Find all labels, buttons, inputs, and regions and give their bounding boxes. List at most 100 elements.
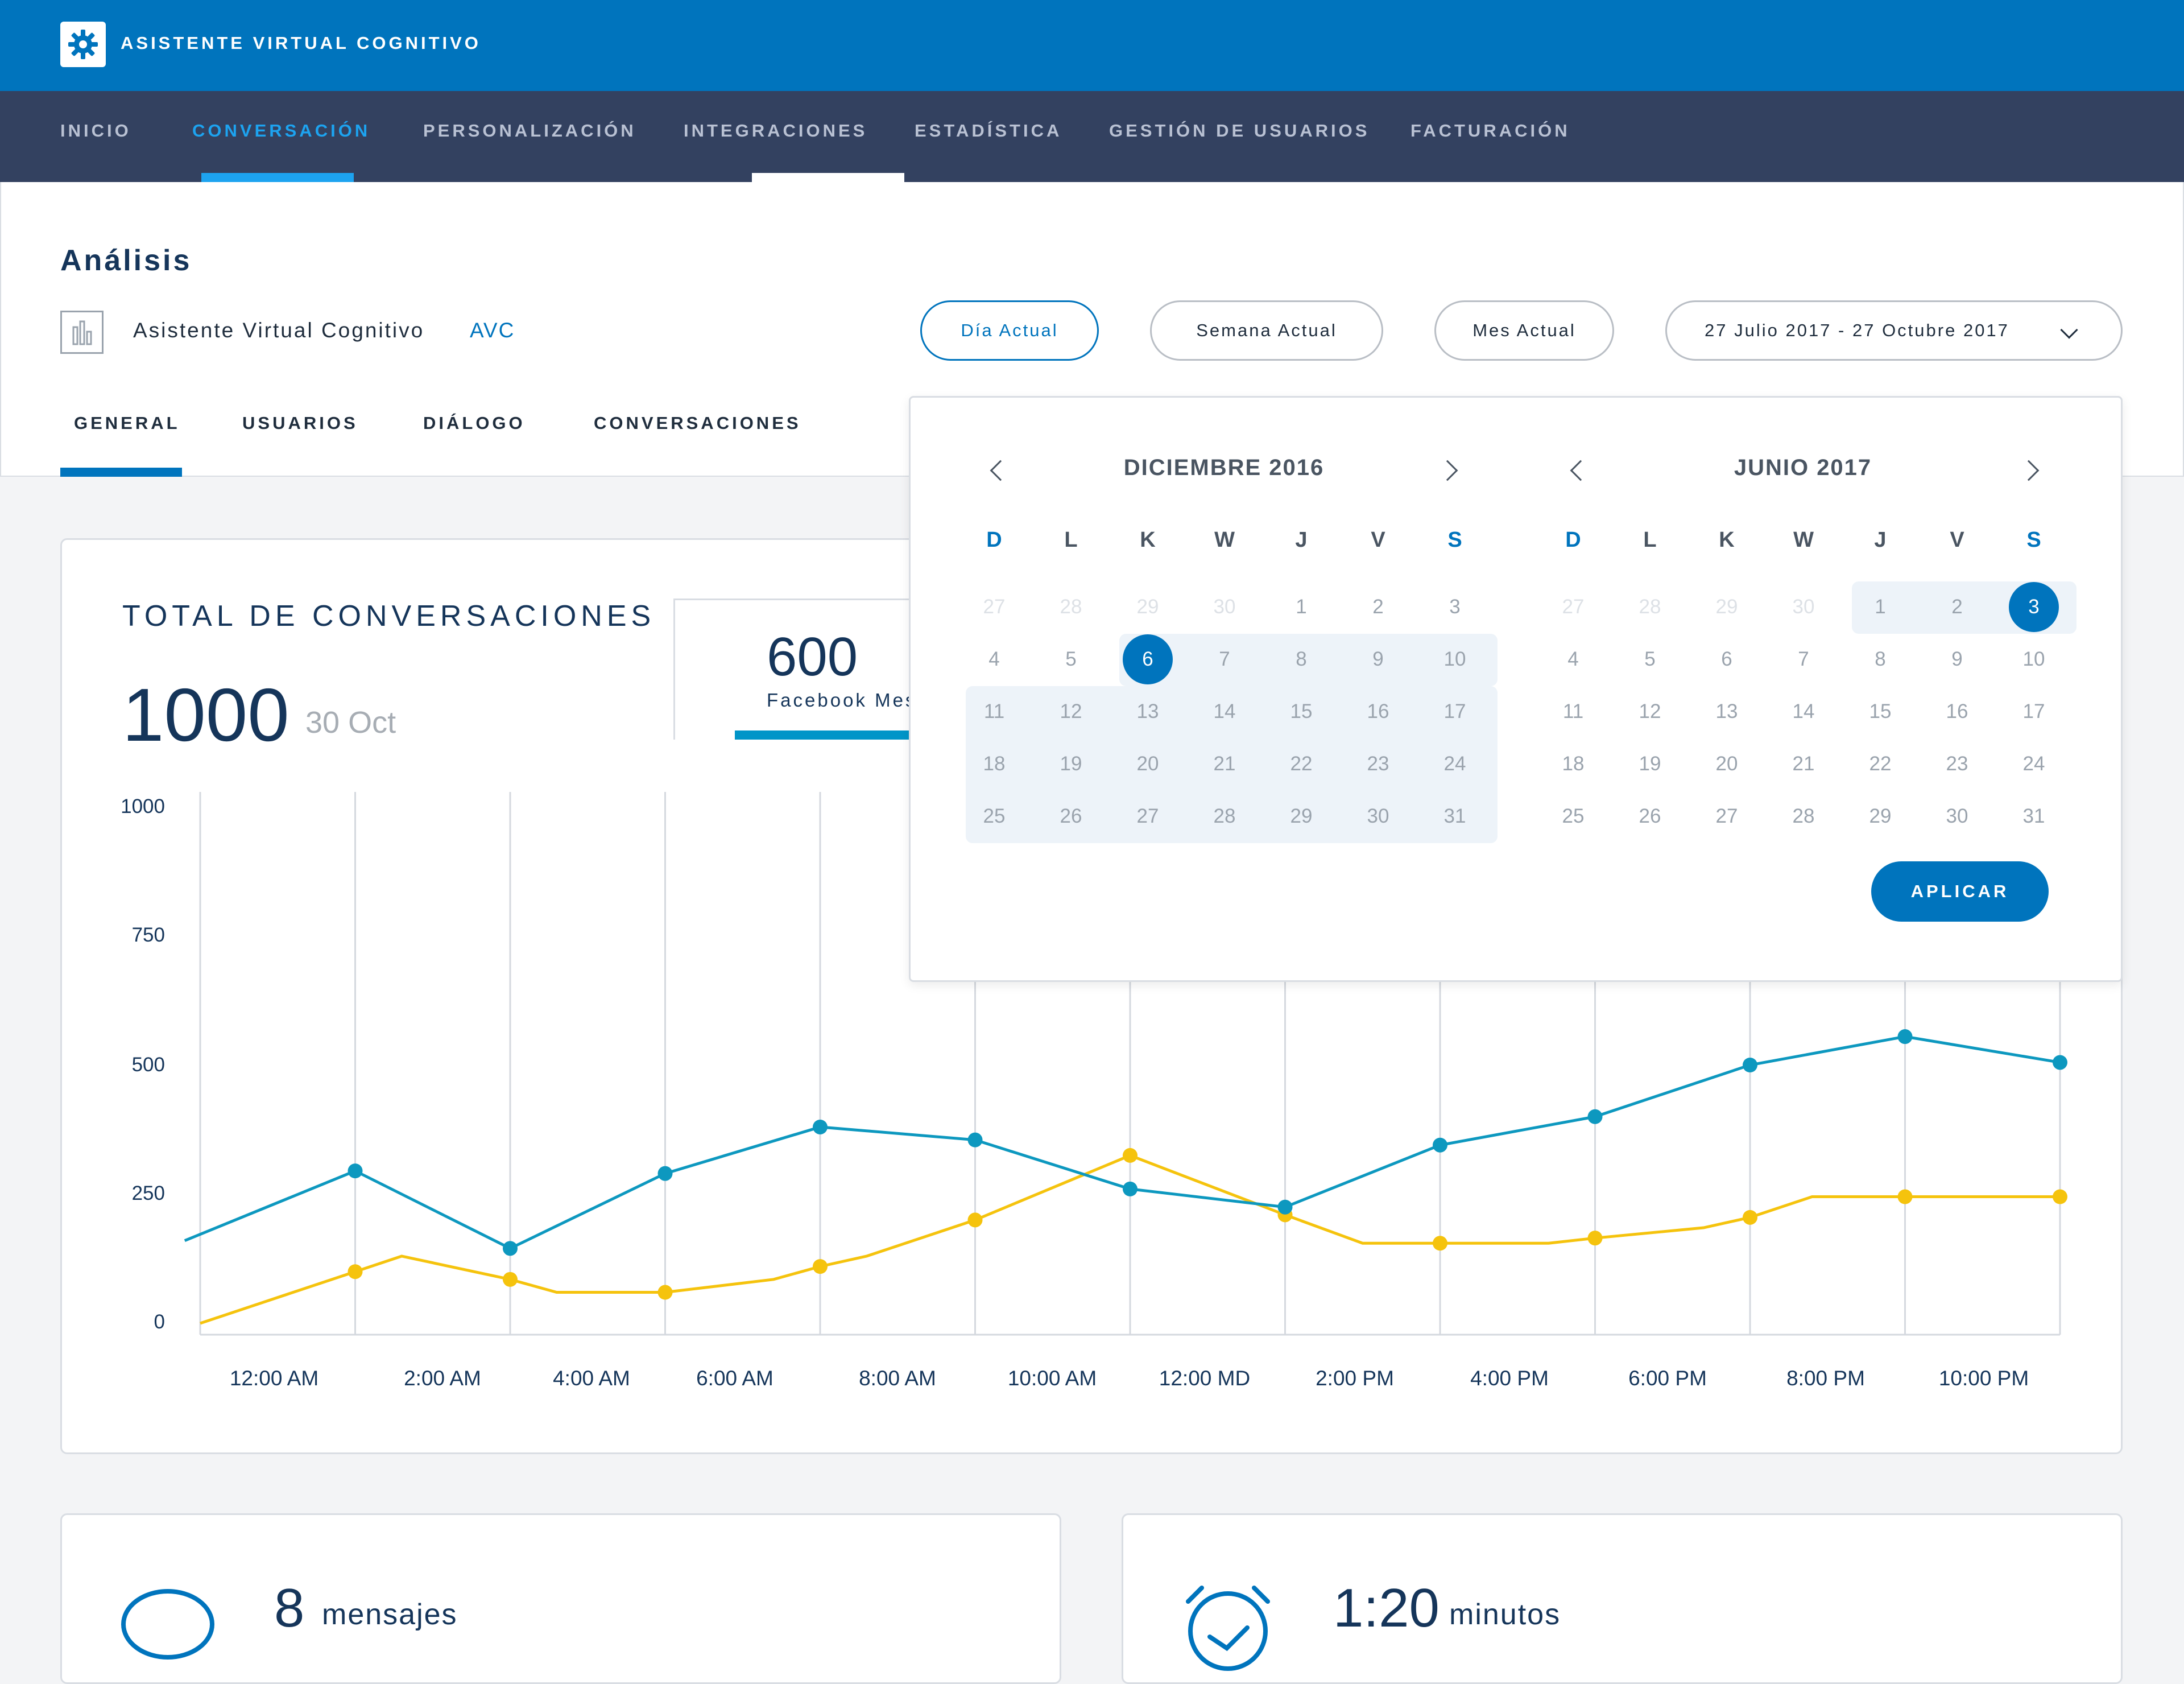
calendar-day[interactable]: 14 (1792, 700, 1815, 723)
calendar-day[interactable]: 21 (1792, 753, 1815, 775)
selected-day[interactable]: 6 (1119, 634, 1176, 685)
calendar-day[interactable]: 20 (1136, 753, 1159, 775)
calendar-day[interactable]: 28 (1792, 805, 1815, 827)
calendar-day[interactable]: 30 (1367, 805, 1389, 827)
facebook-indicator (735, 730, 912, 740)
duration-card (1122, 1513, 2123, 1684)
calendar-day[interactable]: 25 (1562, 805, 1585, 827)
tab-conversaciones[interactable]: CONVERSACIONES (594, 413, 801, 433)
tab-dialogo[interactable]: DIÁLOGO (423, 413, 526, 433)
calendar-day[interactable]: 19 (1639, 753, 1661, 775)
calendar-day[interactable]: 6 (1721, 648, 1732, 670)
calendar-day[interactable]: 5 (1065, 648, 1077, 670)
calendar-day[interactable]: 1 (1296, 596, 1307, 618)
calendar-day[interactable]: 23 (1367, 753, 1389, 775)
calendar-day[interactable]: 29 (1715, 596, 1738, 618)
calendar-day[interactable]: 31 (2022, 805, 2045, 827)
calendar-day[interactable]: 21 (1213, 753, 1236, 775)
calendar-day[interactable]: 25 (983, 805, 1006, 827)
calendar-day[interactable]: 4 (988, 648, 1000, 670)
calendar-day[interactable]: 31 (1443, 805, 1466, 827)
page-title: Análisis (60, 244, 192, 277)
tab-active-indicator (60, 468, 182, 477)
nav-item-estadistica[interactable]: ESTADÍSTICA (915, 121, 1062, 141)
nav-item-conversacion[interactable]: CONVERSACIÓN (192, 121, 371, 141)
calendar-day[interactable]: 27 (1562, 596, 1585, 618)
calendar-day[interactable]: 18 (1562, 753, 1585, 775)
calendar-day[interactable]: 15 (1290, 700, 1313, 723)
calendar-day[interactable]: 22 (1869, 753, 1892, 775)
calendar-day[interactable]: 26 (1639, 805, 1661, 827)
calendar-day[interactable]: 15 (1869, 700, 1892, 723)
calendar-day[interactable]: 3 (1449, 596, 1461, 618)
month-button[interactable]: Mes Actual (1434, 300, 1614, 361)
calendar-day[interactable]: 9 (1951, 648, 1963, 670)
calendar-day[interactable]: 14 (1213, 700, 1236, 723)
calendar-day[interactable]: 30 (1946, 805, 1968, 827)
nav-item-facturacion[interactable]: FACTURACIÓN (1410, 121, 1570, 141)
calendar-day[interactable]: 12 (1639, 700, 1661, 723)
calendar-day[interactable]: 16 (1946, 700, 1968, 723)
week-button[interactable]: Semana Actual (1150, 300, 1383, 361)
calendar-day[interactable]: 30 (1213, 596, 1236, 618)
calendar-day[interactable]: 5 (1644, 648, 1656, 670)
calendar-day[interactable]: 9 (1372, 648, 1384, 670)
calendar-day[interactable]: 2 (1951, 596, 1963, 618)
calendar-day[interactable]: 7 (1219, 648, 1230, 670)
calendar-day[interactable]: 17 (2022, 700, 2045, 723)
selected-day[interactable]: 3 (2005, 581, 2062, 633)
calendar-day[interactable]: 29 (1136, 596, 1159, 618)
calendar-day[interactable]: 24 (1443, 753, 1466, 775)
calendar-day[interactable]: 18 (983, 753, 1006, 775)
calendar-day[interactable]: 26 (1060, 805, 1082, 827)
calendar-day[interactable]: 2 (1372, 596, 1384, 618)
duration-unit: minutos (1449, 1598, 1561, 1631)
calendar-day[interactable]: 1 (1875, 596, 1886, 618)
calendar-day[interactable]: 13 (1715, 700, 1738, 723)
calendar-day[interactable]: 4 (1567, 648, 1579, 670)
main-nav: INICIO CONVERSACIÓN PERSONALIZACIÓN INTE… (0, 91, 2184, 182)
tab-usuarios[interactable]: USUARIOS (242, 413, 358, 433)
gear-icon[interactable] (60, 22, 106, 67)
calendar-day[interactable]: 13 (1136, 700, 1159, 723)
x-tick: 4:00 AM (553, 1367, 630, 1390)
calendar-day[interactable]: 27 (1136, 805, 1159, 827)
calendar-day[interactable]: 19 (1060, 753, 1082, 775)
calendar-day[interactable]: 30 (1792, 596, 1815, 618)
facebook-tab[interactable] (673, 599, 912, 740)
calendar-day[interactable]: 7 (1798, 648, 1809, 670)
calendar-day[interactable]: 23 (1946, 753, 1968, 775)
calendar-day[interactable]: 20 (1715, 753, 1738, 775)
apply-button[interactable]: APLICAR (1871, 861, 2049, 922)
assistant-abbr[interactable]: AVC (470, 319, 515, 342)
tab-general[interactable]: GENERAL (74, 413, 180, 433)
calendar-day[interactable]: 8 (1296, 648, 1307, 670)
nav-item-personalizacion[interactable]: PERSONALIZACIÓN (423, 121, 636, 141)
date-range-dropdown[interactable]: 27 Julio 2017 - 27 Octubre 2017 (1665, 300, 2123, 361)
calendar-day[interactable]: 28 (1060, 596, 1082, 618)
calendar-day[interactable]: 22 (1290, 753, 1313, 775)
nav-item-inicio[interactable]: INICIO (60, 121, 131, 141)
calendar-day[interactable]: 28 (1639, 596, 1661, 618)
calendar-day[interactable]: 11 (1562, 700, 1584, 723)
calendar-day[interactable]: 27 (983, 596, 1006, 618)
nav-item-integraciones[interactable]: INTEGRACIONES (684, 121, 868, 141)
app-title: ASISTENTE VIRTUAL COGNITIVO (121, 33, 481, 53)
calendar-day[interactable]: 29 (1290, 805, 1313, 827)
y-tick: 0 (154, 1311, 165, 1333)
weekday-label: V (1371, 528, 1385, 552)
calendar-day[interactable]: 11 (983, 700, 1005, 723)
calendar-day[interactable]: 28 (1213, 805, 1236, 827)
calendar-day[interactable]: 10 (1443, 648, 1466, 670)
calendar-day[interactable]: 24 (2022, 753, 2045, 775)
calendar-day[interactable]: 10 (2022, 648, 2045, 670)
nav-item-gestion-usuarios[interactable]: GESTIÓN DE USUARIOS (1109, 121, 1370, 141)
day-button[interactable]: Día Actual (920, 300, 1099, 361)
calendar-day[interactable]: 8 (1875, 648, 1886, 670)
calendar-1-title: DICIEMBRE 2016 (1123, 455, 1325, 480)
calendar-day[interactable]: 29 (1869, 805, 1892, 827)
calendar-day[interactable]: 27 (1715, 805, 1738, 827)
calendar-day[interactable]: 12 (1060, 700, 1082, 723)
calendar-day[interactable]: 17 (1443, 700, 1466, 723)
calendar-day[interactable]: 16 (1367, 700, 1389, 723)
